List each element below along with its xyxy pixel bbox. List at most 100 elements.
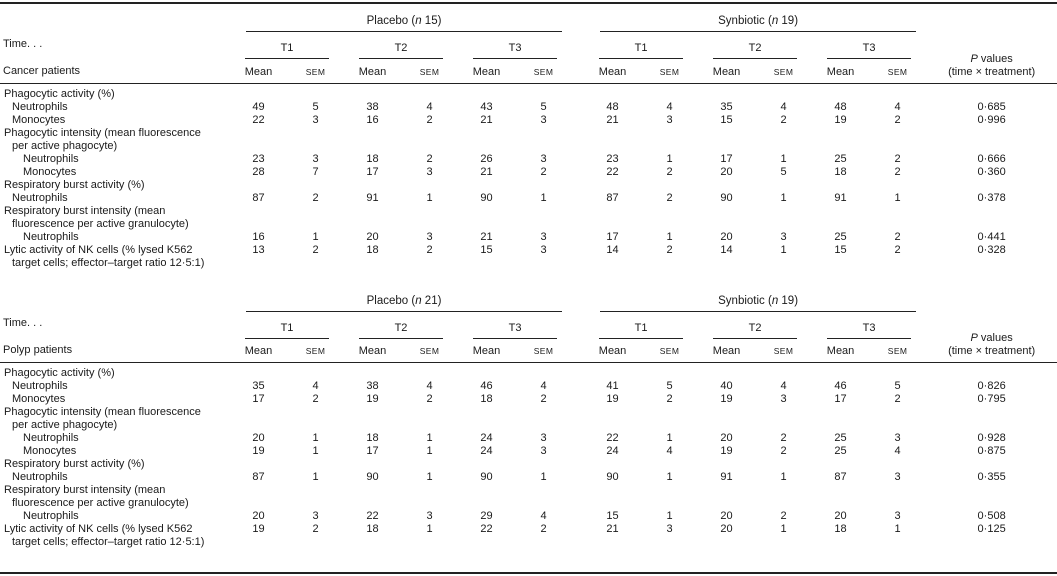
p-values-header: P values (time × treatment) xyxy=(926,282,1057,363)
sem-value xyxy=(869,83,926,101)
p-value xyxy=(926,83,1057,101)
n-italic: n xyxy=(771,294,779,307)
sem-value: 2 xyxy=(666,191,673,204)
group-spacer xyxy=(572,497,584,510)
row-label: target cells; effector–target ratio 12·5… xyxy=(12,256,205,269)
table-row: Neutrophils 35 4 38 4 46 4 41 5 40 4 46 5 0·826 xyxy=(0,380,1057,393)
row-label: Neutrophils xyxy=(12,380,68,392)
sem-value: 2 xyxy=(426,152,433,165)
sem-value xyxy=(755,127,812,140)
mean-value xyxy=(230,406,287,419)
group-label-text: 21) xyxy=(421,294,442,307)
row-label: Respiratory burst intensity (mean xyxy=(4,484,166,496)
sem-value xyxy=(287,536,344,573)
sem-value xyxy=(401,205,458,218)
sem-value: 2 xyxy=(426,393,433,405)
sem-value: 1 xyxy=(666,152,673,165)
sem-value xyxy=(869,140,926,153)
sem-value: 4 xyxy=(540,510,547,522)
p-value xyxy=(926,419,1057,432)
sem-value xyxy=(641,205,698,218)
patient-group-label: Cancer patients xyxy=(3,64,81,77)
mean-value xyxy=(812,140,869,153)
sem-header: SEM xyxy=(515,338,573,363)
sem-value xyxy=(515,406,572,419)
p-value xyxy=(926,497,1057,510)
group-spacer xyxy=(572,393,584,406)
sem-value xyxy=(641,257,698,270)
mean-value xyxy=(344,127,401,140)
mean-value: 25 xyxy=(834,432,847,444)
mean-value xyxy=(812,497,869,510)
sem-value: 1 xyxy=(426,523,433,535)
sem-value xyxy=(641,363,698,381)
group-spacer xyxy=(572,83,584,101)
sem-value: 4 xyxy=(426,100,433,113)
sem-value: 4 xyxy=(426,380,433,392)
t2-header: T2 xyxy=(344,32,458,59)
sem-value xyxy=(755,536,812,573)
row-label: Lytic activity of NK cells (% lysed K562 xyxy=(4,523,193,535)
mean-value: 21 xyxy=(480,113,493,126)
p-value xyxy=(926,179,1057,192)
mean-value xyxy=(698,484,755,497)
sem-value xyxy=(641,406,698,419)
sem-value xyxy=(755,406,812,419)
sem-value: 2 xyxy=(540,393,547,405)
group-spacer xyxy=(572,419,584,432)
mean-header: Mean xyxy=(344,338,401,363)
sem-value: 4 xyxy=(894,445,901,457)
t1-header: T1 xyxy=(584,32,698,59)
mean-value: 35 xyxy=(720,100,733,113)
p-value: 0·826 xyxy=(977,380,1006,392)
sem-value xyxy=(869,205,926,218)
mean-value: 17 xyxy=(252,393,265,405)
sem-value xyxy=(287,257,344,270)
group-spacer xyxy=(572,231,584,244)
sem-header: SEM xyxy=(755,338,813,363)
row-label: fluorescence per active granulocyte) xyxy=(12,217,189,230)
mean-value xyxy=(344,406,401,419)
mean-value xyxy=(230,536,287,573)
sem-value: 3 xyxy=(540,445,547,457)
group-label-text: 19) xyxy=(778,15,799,27)
mean-value xyxy=(698,363,755,381)
sem-value: 1 xyxy=(312,432,319,444)
p-value xyxy=(926,205,1057,218)
synbiotic-group-label: Synbiotic (n 19) xyxy=(600,294,917,312)
mean-value xyxy=(698,83,755,101)
placebo-group-header: Placebo (n 21) xyxy=(230,283,572,312)
sem-value: 2 xyxy=(540,523,547,535)
sem-value: 1 xyxy=(780,152,787,165)
p-value xyxy=(926,218,1057,231)
sem-value xyxy=(515,127,572,140)
sem-value xyxy=(287,140,344,153)
mean-value: 43 xyxy=(480,100,493,113)
mean-value xyxy=(812,458,869,471)
mean-value: 24 xyxy=(606,445,619,457)
mean-value: 17 xyxy=(720,152,733,165)
group-spacer xyxy=(572,153,584,166)
mean-value: 17 xyxy=(366,165,379,178)
mean-value: 14 xyxy=(606,243,619,256)
group-header-row: Time. . . Cancer patients Placebo (n 15)… xyxy=(0,3,1057,84)
sem-value: 2 xyxy=(780,445,787,457)
sem-value xyxy=(641,127,698,140)
table-row: fluorescence per active granulocyte) xyxy=(0,218,1057,231)
sem-value xyxy=(287,484,344,497)
sem-value xyxy=(287,406,344,419)
mean-value xyxy=(812,205,869,218)
mean-value: 22 xyxy=(252,113,265,126)
mean-value xyxy=(584,536,641,573)
mean-value: 17 xyxy=(834,393,847,405)
sem-value xyxy=(755,140,812,153)
sem-value xyxy=(401,257,458,270)
sem-value: 2 xyxy=(666,165,673,178)
table-row: Neutrophils 87 2 91 1 90 1 87 2 90 1 91 1 0·378 xyxy=(0,192,1057,205)
p-value: 0·875 xyxy=(977,445,1006,457)
row-label: Respiratory burst activity (%) xyxy=(4,178,145,191)
sem-value: 1 xyxy=(780,471,787,483)
mean-value xyxy=(584,140,641,153)
mean-value xyxy=(458,536,515,573)
table-row: target cells; effector–target ratio 12·5… xyxy=(0,257,1057,270)
